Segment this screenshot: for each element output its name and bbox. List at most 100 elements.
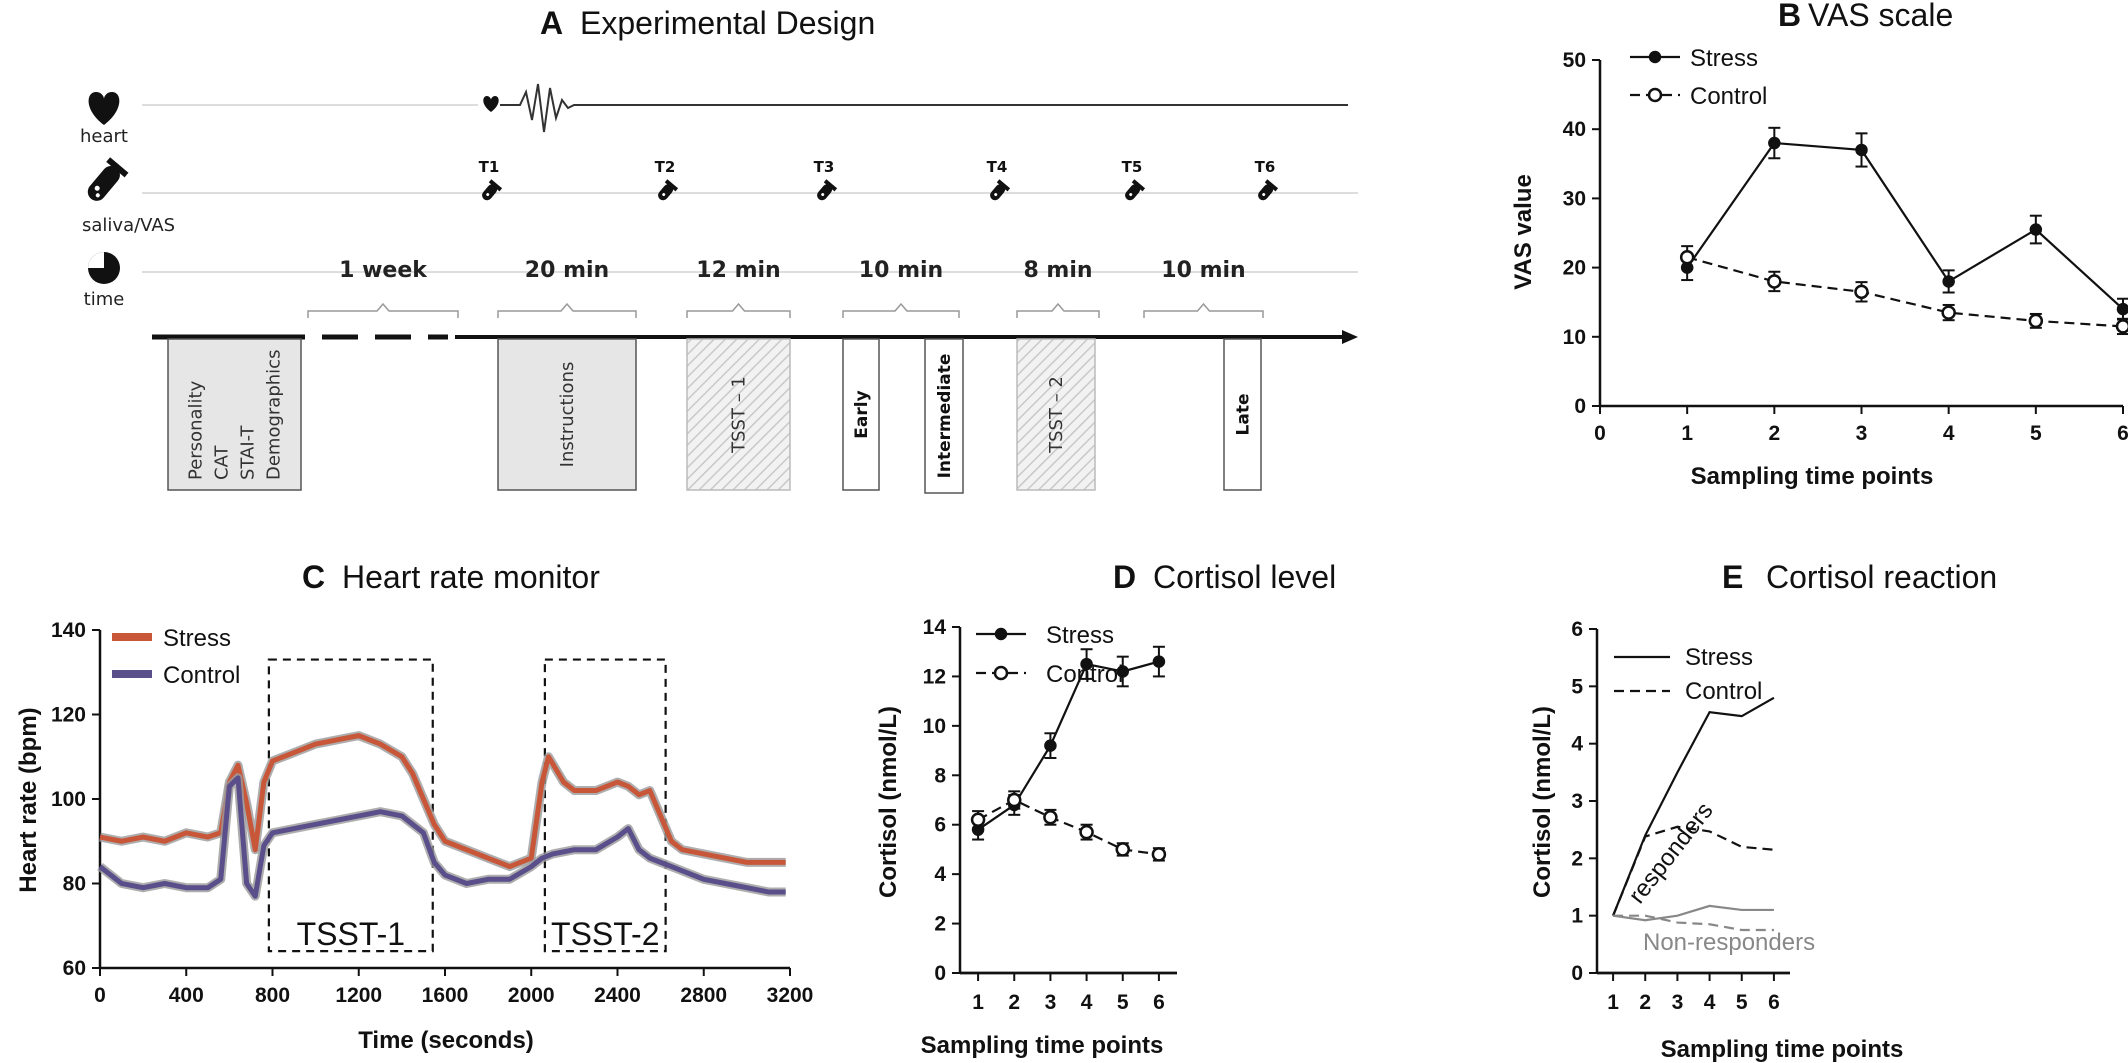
- phase-box: [924, 338, 964, 494]
- data-point-control: [1151, 847, 1167, 862]
- timepoint-tube-body: [482, 184, 498, 201]
- timepoint-tube-icon: [1258, 179, 1279, 201]
- x-tick-label: 0: [1594, 422, 1606, 445]
- y-tick-label: 60: [63, 957, 86, 980]
- duration-label: 12 min: [696, 258, 780, 283]
- panel-e-letter: E: [1722, 559, 1743, 595]
- x-tick-label: 1600: [422, 984, 469, 1007]
- panel-e-cortisol-reaction-chart: E Cortisol reaction Sampling time points…: [1529, 559, 1997, 1063]
- panel-e-legend-control: Control: [1685, 678, 1762, 705]
- panel-c-legend-control: Control: [163, 662, 240, 689]
- x-tick-label: 4: [1943, 422, 1955, 445]
- duration-brace: [1143, 302, 1264, 318]
- data-point-control: [2115, 319, 2128, 334]
- data-point-control: [1854, 284, 1869, 300]
- y-tick-label: 50: [1563, 49, 1586, 72]
- timepoint-tube-body: [1125, 184, 1141, 201]
- x-tick-label: 2: [1768, 422, 1780, 445]
- x-tick-label: 4: [1081, 991, 1093, 1014]
- data-point-control: [1115, 842, 1130, 857]
- panel-e-nonresponders-label: Non-responders: [1643, 929, 1815, 956]
- x-tick-label: 2400: [594, 984, 641, 1007]
- heart-small-icon: [483, 96, 499, 112]
- series-line-control: [98, 775, 786, 899]
- x-tick-label: 6: [2117, 422, 2128, 445]
- duration-brace: [842, 302, 960, 318]
- timepoint-label-T1: T1: [479, 158, 500, 176]
- timepoint-tube-icon: [990, 179, 1011, 201]
- phase-box-label: Early: [852, 390, 872, 438]
- series-line-stress: [1686, 141, 2124, 310]
- duration-label: 10 min: [859, 258, 943, 283]
- panel-b-legend-stress: Stress: [1690, 45, 1758, 72]
- timepoint-tube-cap: [488, 179, 503, 192]
- panel-b-title: VAS scale: [1808, 0, 1953, 33]
- y-tick-label: 0: [934, 962, 946, 985]
- series-line-control: [977, 798, 1160, 856]
- y-tick-label: 2: [934, 913, 946, 936]
- timepoint-tube-cap: [1131, 179, 1146, 192]
- timepoint-tube-cap: [823, 179, 838, 192]
- panel-d-title: Cortisol level: [1153, 559, 1336, 595]
- x-tick-label: 1200: [335, 984, 382, 1007]
- data-point-stress: [1768, 136, 1781, 150]
- timepoint-tube-body: [990, 184, 1006, 201]
- data-point-control: [1079, 824, 1094, 840]
- x-tick-label: 1: [1607, 991, 1619, 1014]
- data-point-stress: [1080, 657, 1093, 671]
- timepoint-tube-cap: [1264, 179, 1279, 192]
- timepoint-tube-bubble: [1129, 193, 1133, 197]
- data-point-control: [1941, 305, 1956, 320]
- x-tick-label: 0: [94, 984, 106, 1007]
- panel-c-heart-rate-chart: C Heart rate monitor Time (seconds) Hear…: [15, 559, 813, 1054]
- series-line-responders-control: [1612, 825, 1775, 917]
- y-tick-label: 5: [1571, 675, 1583, 698]
- data-point-stress: [1855, 143, 1868, 157]
- x-tick-label: 3: [1045, 991, 1057, 1014]
- legend-marker-stress: [1648, 50, 1662, 64]
- timepoint-label-T5: T5: [1122, 158, 1143, 176]
- panel-d-xlabel: Sampling time points: [921, 1032, 1164, 1059]
- panel-c-tsst2-label: TSST-2: [551, 916, 659, 952]
- legend-marker-control: [1647, 87, 1663, 103]
- phase-box-label: STAI-T: [238, 425, 259, 480]
- panel-a-letter: A: [540, 5, 563, 41]
- panel-b-letter: B: [1778, 0, 1801, 33]
- timepoint-tube-icon: [1125, 179, 1146, 201]
- duration-brace: [1016, 302, 1100, 318]
- y-tick-label: 40: [1563, 118, 1586, 141]
- x-tick-label: 3: [1856, 422, 1868, 445]
- legend-marker-control: [993, 665, 1009, 681]
- phase-box-label: TSST – 2: [1046, 376, 1067, 454]
- timepoint-tube-bubble: [662, 193, 666, 197]
- timepoint-tube-icon: [482, 179, 503, 201]
- x-tick-label: 4: [1704, 991, 1716, 1014]
- data-point-stress: [2116, 302, 2128, 316]
- series-line-non-responders-stress: [1612, 904, 1774, 922]
- y-tick-label: 120: [51, 704, 86, 727]
- panel-e-legend-stress: Stress: [1685, 644, 1753, 671]
- series-line-non-responders-control: [1613, 914, 1774, 932]
- timepoint-tube-cap: [996, 179, 1011, 192]
- x-tick-label: 2000: [508, 984, 555, 1007]
- duration-label: 8 min: [1023, 258, 1092, 283]
- panel-a: A Experimental Design heart saliva/VAS T…: [80, 5, 1358, 494]
- data-point-control: [1767, 274, 1782, 289]
- data-point-stress: [2029, 223, 2043, 236]
- y-tick-label: 1: [1571, 905, 1583, 928]
- y-tick-label: 6: [934, 814, 946, 837]
- y-tick-label: 2: [1571, 847, 1583, 870]
- phase-box-label: Intermediate: [935, 354, 955, 479]
- y-tick-label: 20: [1563, 257, 1586, 280]
- duration-labels: 1 week 20 min 12 min 10 min 8 min 10 min: [307, 258, 1264, 318]
- timeline-arrowhead: [1342, 330, 1358, 344]
- duration-label: 1 week: [339, 258, 428, 283]
- panel-c-tsst1-label: TSST-1: [297, 916, 405, 952]
- tsst-window-box-2: [543, 658, 667, 953]
- panel-c-letter: C: [302, 559, 325, 595]
- panel-c-ylabel: Heart rate (bpm): [15, 707, 42, 892]
- panel-b-vas-chart: B VAS scale Sampling time points VAS val…: [1510, 0, 2128, 490]
- x-tick-label: 5: [1736, 991, 1748, 1014]
- timepoint-tube-bubble: [486, 193, 490, 197]
- timepoint-tube-body: [1258, 184, 1274, 201]
